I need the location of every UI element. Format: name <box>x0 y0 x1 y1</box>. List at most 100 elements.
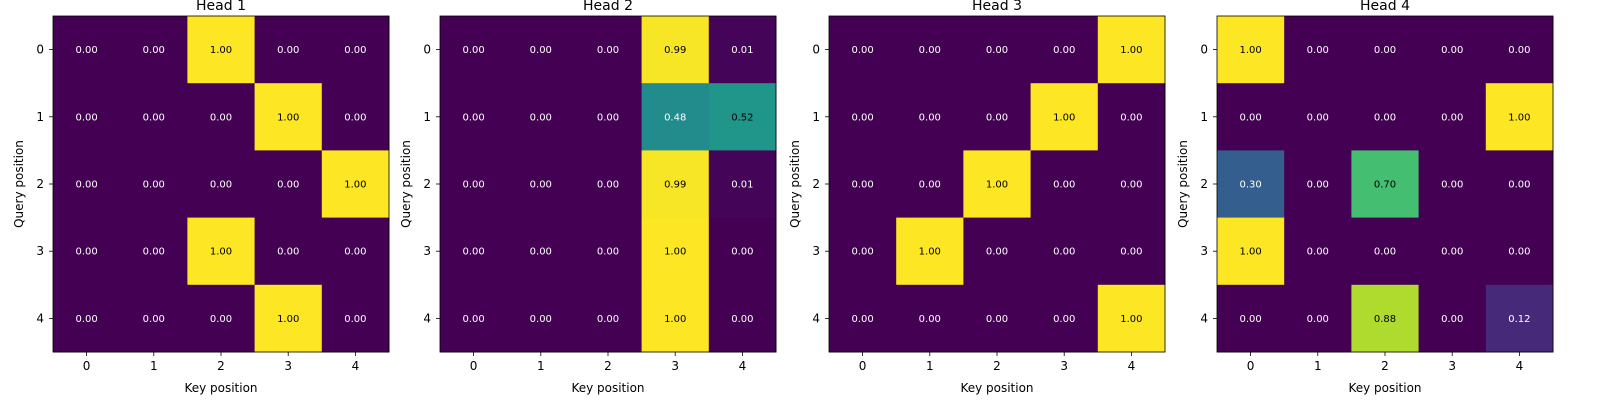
chart-2-cell-3-3 <box>1030 217 1099 286</box>
chart-3-cell-label-3-2: 0.00 <box>1374 247 1396 258</box>
chart-3-cell-4-2 <box>1351 284 1420 353</box>
chart-3-cell-label-4-3: 0.00 <box>1441 314 1463 325</box>
chart-3-cell-1-0 <box>1217 83 1285 151</box>
chart-1-cell-0-2 <box>574 16 643 84</box>
chart-3-x-tick-label-4: 4 <box>1516 359 1524 373</box>
chart-1-cell-label-4-3: 1.00 <box>664 314 686 325</box>
chart-1-cell-label-3-1: 0.00 <box>530 247 552 258</box>
chart-1-y-tick-label-4: 4 <box>423 311 431 325</box>
chart-0-cell-3-0 <box>53 217 121 286</box>
chart-3-cell-0-1 <box>1284 16 1352 84</box>
chart-3-cell-3-3 <box>1418 217 1487 286</box>
chart-2-y-tick-label-1: 1 <box>812 110 820 124</box>
chart-2-cell-label-0-1: 0.00 <box>919 45 941 56</box>
chart-3-cell-label-3-3: 0.00 <box>1441 247 1463 258</box>
chart-2-cell-0-1 <box>896 16 964 84</box>
chart-3-cell-label-1-0: 0.00 <box>1239 112 1261 123</box>
chart-1-x-tick-label-4: 4 <box>739 359 747 373</box>
chart-2-x-tick-label-0: 0 <box>859 359 867 373</box>
chart-2-y-tick-label-3: 3 <box>812 244 820 258</box>
chart-3-cell-2-2 <box>1351 150 1420 219</box>
chart-1-cell-0-4 <box>708 16 777 84</box>
chart-1-cell-label-2-4: 0.01 <box>731 180 753 191</box>
chart-0-cell-3-3 <box>254 217 323 286</box>
chart-3-cell-1-2 <box>1351 83 1420 151</box>
chart-2-cell-1-2 <box>963 83 1032 151</box>
chart-3-y-tick-label-0: 0 <box>1200 43 1208 57</box>
chart-1-cell-4-3 <box>641 284 710 353</box>
chart-0-cell-label-3-0: 0.00 <box>75 247 97 258</box>
chart-0-cell-1-1 <box>120 83 188 151</box>
chart-2-cell-2-1 <box>896 150 964 219</box>
chart-0-cell-4-1 <box>120 284 188 353</box>
chart-0-cell-label-2-2: 0.00 <box>210 180 232 191</box>
chart-0-cell-label-0-1: 0.00 <box>143 45 165 56</box>
chart-3-cell-2-0 <box>1217 150 1285 219</box>
chart-0-cell-0-1 <box>120 16 188 84</box>
chart-3-cell-4-3 <box>1418 284 1487 353</box>
chart-3-cell-label-3-4: 0.00 <box>1508 247 1530 258</box>
chart-1-cell-label-2-1: 0.00 <box>530 180 552 191</box>
chart-3-cell-label-2-4: 0.00 <box>1508 180 1530 191</box>
chart-0-cell-label-0-2: 1.00 <box>210 45 232 56</box>
chart-1-cell-label-4-2: 0.00 <box>597 314 619 325</box>
chart-0-cell-4-2 <box>187 284 256 353</box>
chart-2-cell-4-3 <box>1030 284 1099 353</box>
chart-3-cell-label-0-4: 0.00 <box>1508 45 1530 56</box>
chart-0-cell-label-4-3: 1.00 <box>277 314 299 325</box>
chart-3-cell-0-4 <box>1485 16 1554 84</box>
chart-1-y-axis-label: Query position <box>399 140 413 228</box>
chart-0-cell-2-0 <box>53 150 121 219</box>
chart-1-cell-3-0 <box>440 217 508 286</box>
chart-0-cell-label-2-0: 0.00 <box>75 180 97 191</box>
chart-3-cell-label-2-2: 0.70 <box>1374 180 1396 191</box>
chart-1-cell-1-4 <box>708 83 777 151</box>
chart-3-cell-label-4-1: 0.00 <box>1307 314 1329 325</box>
chart-1-x-tick-label-1: 1 <box>537 359 545 373</box>
chart-0-cell-label-4-4: 0.00 <box>344 314 366 325</box>
chart-3-cell-label-3-1: 0.00 <box>1307 247 1329 258</box>
chart-2-cell-label-3-4: 0.00 <box>1120 247 1142 258</box>
chart-3-cell-4-1 <box>1284 284 1352 353</box>
chart-3-cell-4-4 <box>1485 284 1554 353</box>
chart-0-x-axis-label: Key position <box>184 381 257 395</box>
chart-3-cell-3-0 <box>1217 217 1285 286</box>
chart-1-cell-label-0-2: 0.00 <box>597 45 619 56</box>
chart-1-cell-3-2 <box>574 217 643 286</box>
chart-0-cell-label-2-3: 0.00 <box>277 180 299 191</box>
chart-3-x-tick-label-2: 2 <box>1381 359 1389 373</box>
chart-2-x-tick-label-4: 4 <box>1128 359 1136 373</box>
chart-2-cell-label-0-4: 1.00 <box>1120 45 1142 56</box>
chart-0-cell-label-3-3: 0.00 <box>277 247 299 258</box>
chart-1-cell-2-4 <box>708 150 777 219</box>
chart-2-cell-label-3-0: 0.00 <box>851 247 873 258</box>
chart-0-cell-1-0 <box>53 83 121 151</box>
chart-0-cell-2-3 <box>254 150 323 219</box>
chart-1-cell-1-1 <box>507 83 575 151</box>
chart-0-cell-label-4-1: 0.00 <box>143 314 165 325</box>
chart-1-cell-3-3 <box>641 217 710 286</box>
chart-3-cell-0-3 <box>1418 16 1487 84</box>
chart-0-cell-label-1-0: 0.00 <box>75 112 97 123</box>
chart-0-cell-1-4 <box>321 83 390 151</box>
chart-0-cell-3-1 <box>120 217 188 286</box>
chart-2-cell-1-4 <box>1097 83 1166 151</box>
chart-2-cell-0-3 <box>1030 16 1099 84</box>
chart-0-title: Head 1 <box>196 0 246 14</box>
chart-2-cell-3-0 <box>829 217 897 286</box>
chart-3-y-tick-label-3: 3 <box>1200 244 1208 258</box>
chart-2-y-tick-label-4: 4 <box>812 311 820 325</box>
chart-3-cell-label-0-1: 0.00 <box>1307 45 1329 56</box>
chart-0-cell-2-1 <box>120 150 188 219</box>
chart-0-cell-label-0-4: 0.00 <box>344 45 366 56</box>
chart-3-cell-label-2-1: 0.00 <box>1307 180 1329 191</box>
chart-3-cell-1-1 <box>1284 83 1352 151</box>
chart-3-x-tick-label-1: 1 <box>1314 359 1322 373</box>
chart-2-cell-label-0-3: 0.00 <box>1053 45 1075 56</box>
chart-2-cell-4-4 <box>1097 284 1166 353</box>
chart-2-cell-label-4-0: 0.00 <box>851 314 873 325</box>
chart-2-cell-label-4-3: 0.00 <box>1053 314 1075 325</box>
chart-0-x-tick-label-2: 2 <box>217 359 225 373</box>
chart-2-cell-4-1 <box>896 284 964 353</box>
